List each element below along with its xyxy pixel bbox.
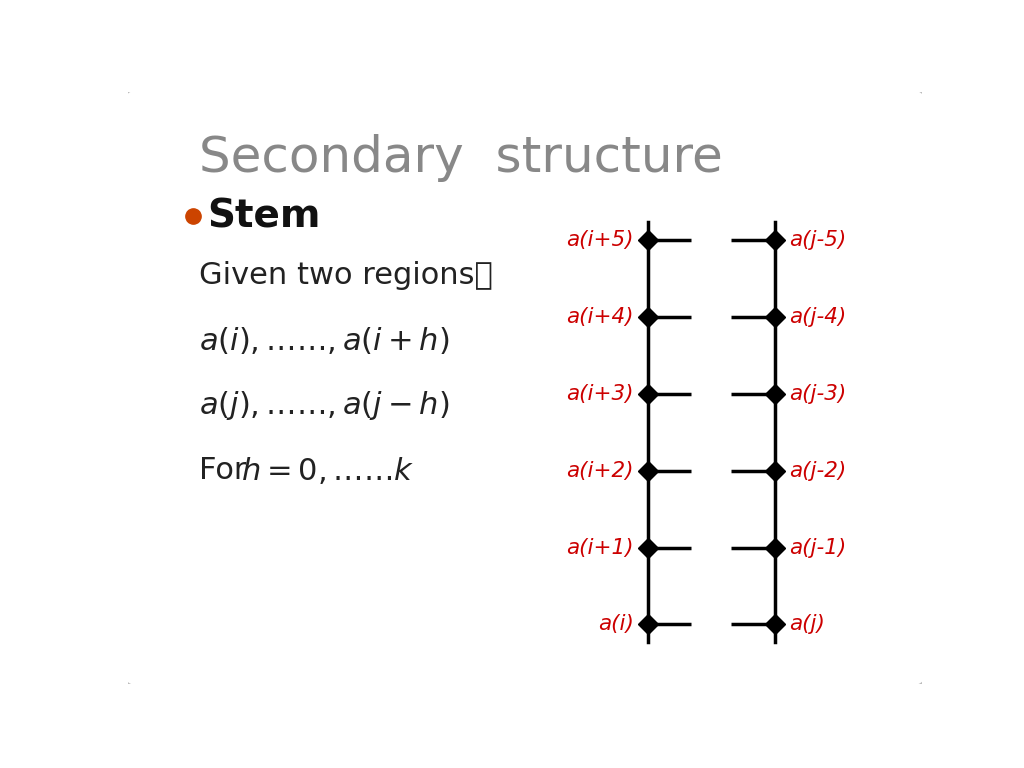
Text: $h=0,\ldots\ldots k$: $h=0,\ldots\ldots k$ [242,455,415,486]
Text: a(j): a(j) [790,614,825,634]
Text: a(j-4): a(j-4) [790,307,846,327]
Text: a(j-5): a(j-5) [790,230,846,250]
Text: For: For [200,456,257,485]
Text: a(i+2): a(i+2) [566,461,634,481]
Text: a(j-1): a(j-1) [790,538,846,558]
Text: $a(i),\ldots\ldots,a(i+h)$: $a(i),\ldots\ldots,a(i+h)$ [200,325,450,356]
Text: Given two regions：: Given two regions： [200,261,494,290]
Text: a(i+5): a(i+5) [566,230,634,250]
Text: a(i+4): a(i+4) [566,307,634,327]
Text: a(j-2): a(j-2) [790,461,846,481]
Text: a(i): a(i) [598,614,634,634]
Text: a(i+3): a(i+3) [566,384,634,404]
Text: a(i+1): a(i+1) [566,538,634,558]
Text: Secondary  structure: Secondary structure [200,134,723,181]
Text: Stem: Stem [207,197,321,235]
Text: $a(j),\ldots\ldots,a(j-h)$: $a(j),\ldots\ldots,a(j-h)$ [200,389,450,422]
FancyBboxPatch shape [124,89,926,687]
Text: a(j-3): a(j-3) [790,384,846,404]
